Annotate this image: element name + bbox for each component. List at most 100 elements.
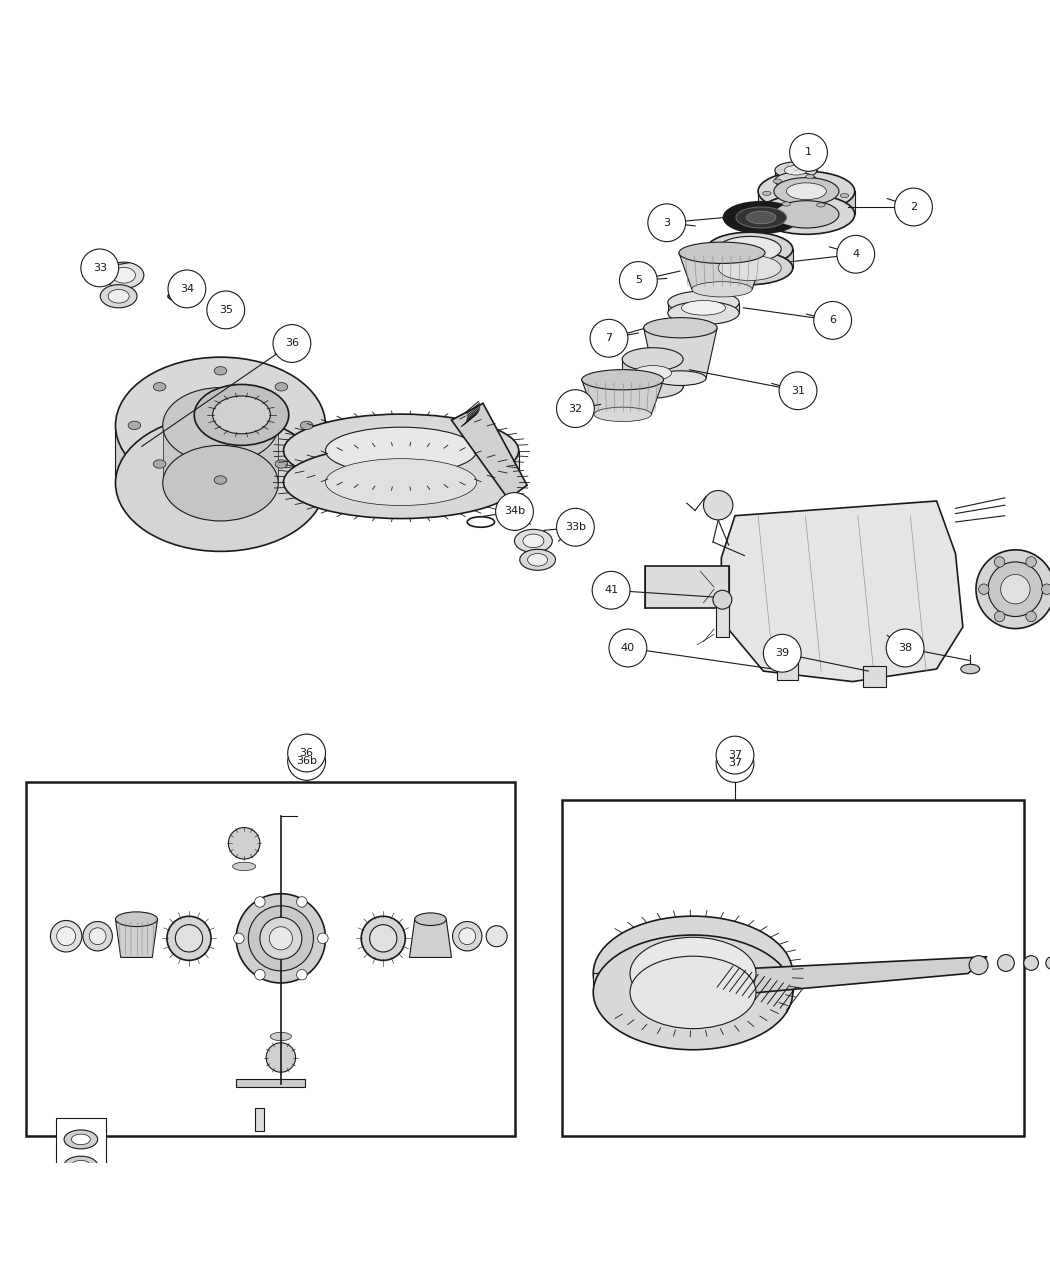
Ellipse shape [718, 236, 781, 261]
Circle shape [763, 635, 801, 672]
Ellipse shape [254, 969, 265, 980]
Circle shape [716, 736, 754, 774]
Text: 38: 38 [898, 643, 912, 653]
Ellipse shape [630, 937, 756, 1010]
Ellipse shape [64, 1209, 98, 1228]
Bar [707, 249, 793, 268]
Text: 6: 6 [830, 315, 836, 325]
Ellipse shape [71, 1135, 90, 1145]
Ellipse shape [1046, 956, 1050, 969]
Ellipse shape [269, 927, 292, 950]
Bar [758, 191, 855, 214]
Ellipse shape [582, 370, 664, 390]
Ellipse shape [284, 446, 519, 519]
Ellipse shape [969, 956, 988, 974]
Ellipse shape [296, 896, 307, 908]
Ellipse shape [229, 827, 260, 859]
Bar [236, 1079, 304, 1086]
Ellipse shape [163, 445, 278, 521]
Circle shape [556, 390, 594, 427]
Circle shape [590, 319, 628, 357]
Ellipse shape [459, 928, 476, 945]
Ellipse shape [593, 935, 793, 1049]
Bar [255, 1108, 264, 1131]
Ellipse shape [116, 912, 158, 927]
Text: 34b: 34b [504, 506, 525, 516]
Ellipse shape [71, 1265, 90, 1275]
Ellipse shape [453, 922, 482, 951]
Ellipse shape [236, 894, 326, 983]
Ellipse shape [83, 922, 112, 951]
Polygon shape [410, 919, 452, 958]
Ellipse shape [713, 590, 732, 609]
Ellipse shape [747, 212, 776, 224]
Circle shape [592, 571, 630, 609]
Ellipse shape [275, 382, 288, 391]
Ellipse shape [668, 301, 739, 325]
Ellipse shape [153, 382, 166, 391]
Ellipse shape [260, 917, 302, 959]
Ellipse shape [736, 207, 786, 228]
Ellipse shape [64, 1156, 98, 1176]
Ellipse shape [64, 1261, 98, 1275]
Polygon shape [701, 956, 987, 997]
Circle shape [779, 372, 817, 409]
Polygon shape [582, 380, 664, 414]
Ellipse shape [216, 314, 231, 320]
Circle shape [886, 629, 924, 667]
Ellipse shape [976, 550, 1050, 629]
Ellipse shape [994, 557, 1005, 567]
Text: 35: 35 [218, 305, 233, 315]
Circle shape [81, 249, 119, 287]
Text: 36b: 36b [296, 756, 317, 766]
Ellipse shape [486, 926, 507, 947]
Ellipse shape [267, 1043, 296, 1072]
Ellipse shape [707, 232, 793, 265]
Ellipse shape [775, 162, 817, 179]
Ellipse shape [89, 928, 106, 945]
Ellipse shape [679, 242, 765, 264]
Ellipse shape [1026, 611, 1036, 622]
Ellipse shape [64, 1182, 98, 1201]
Polygon shape [644, 328, 717, 379]
Ellipse shape [644, 317, 717, 338]
Ellipse shape [415, 913, 446, 926]
Ellipse shape [979, 584, 989, 594]
Text: 41: 41 [604, 585, 618, 595]
Ellipse shape [233, 862, 256, 871]
Circle shape [648, 204, 686, 242]
Text: 5: 5 [635, 275, 642, 286]
Ellipse shape [116, 414, 326, 551]
Text: 36: 36 [285, 338, 299, 348]
Ellipse shape [988, 562, 1043, 617]
Bar [116, 426, 326, 483]
Circle shape [556, 509, 594, 546]
Circle shape [496, 492, 533, 530]
Ellipse shape [774, 200, 839, 228]
Ellipse shape [64, 1130, 98, 1149]
Circle shape [168, 270, 206, 307]
Polygon shape [721, 501, 963, 682]
Bar [562, 801, 1024, 1136]
Ellipse shape [194, 385, 289, 445]
Ellipse shape [623, 375, 684, 398]
Circle shape [837, 236, 875, 273]
Text: 7: 7 [606, 333, 612, 343]
Polygon shape [116, 919, 158, 958]
Ellipse shape [300, 421, 313, 430]
Ellipse shape [514, 529, 552, 552]
Ellipse shape [668, 291, 739, 314]
Ellipse shape [326, 459, 477, 505]
Circle shape [609, 629, 647, 667]
Text: 37: 37 [728, 759, 742, 769]
Ellipse shape [271, 1033, 292, 1040]
Ellipse shape [297, 969, 308, 980]
Polygon shape [679, 252, 765, 289]
Ellipse shape [71, 1187, 90, 1197]
Ellipse shape [784, 166, 807, 175]
Circle shape [288, 742, 326, 780]
Text: 33: 33 [92, 263, 107, 273]
Ellipse shape [994, 611, 1005, 622]
Bar [623, 360, 684, 386]
Text: 36: 36 [299, 748, 314, 759]
